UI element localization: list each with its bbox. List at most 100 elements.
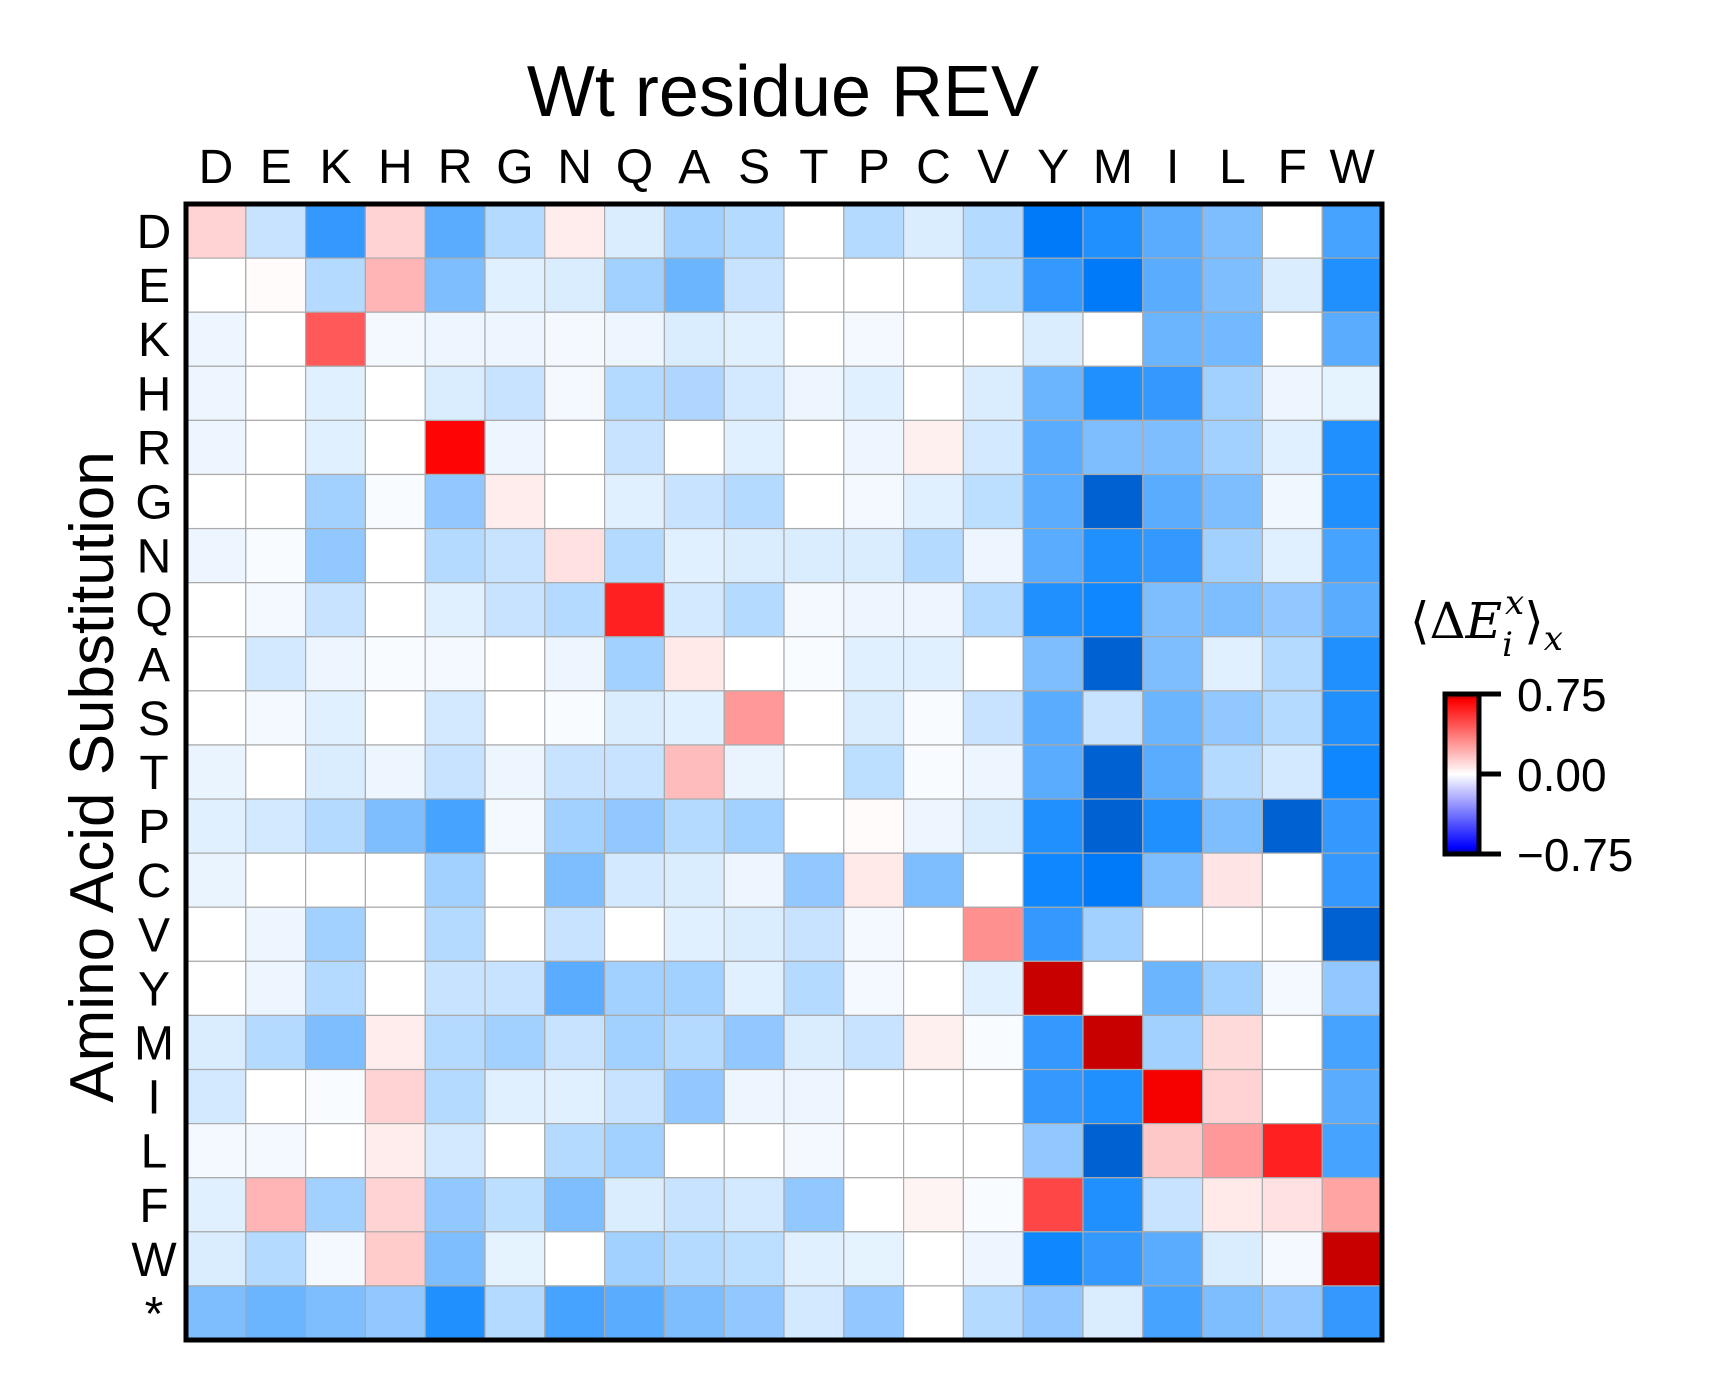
heatmap-cell bbox=[1201, 1123, 1263, 1179]
heatmap-cell bbox=[902, 582, 964, 638]
heatmap-cell bbox=[484, 852, 546, 908]
heatmap-cell bbox=[783, 527, 845, 584]
heatmap-cell bbox=[962, 690, 1024, 746]
heatmap-cell bbox=[723, 1068, 785, 1125]
heatmap-cell bbox=[544, 1014, 606, 1071]
heatmap-cell bbox=[1201, 1231, 1263, 1287]
heatmap-cell bbox=[544, 527, 606, 584]
heatmap-cell bbox=[1022, 852, 1084, 908]
heatmap-cell bbox=[1142, 1231, 1204, 1287]
heatmap-cell bbox=[1201, 473, 1263, 530]
heatmap-cell bbox=[1321, 852, 1383, 908]
heatmap-cell bbox=[1022, 365, 1084, 421]
heatmap-cell bbox=[1142, 690, 1204, 746]
heatmap-cell bbox=[723, 257, 785, 313]
heatmap-cell bbox=[364, 311, 426, 367]
heatmap-cell bbox=[843, 527, 905, 584]
heatmap-cell bbox=[723, 744, 785, 800]
heatmap-cell bbox=[1261, 852, 1323, 908]
heatmap-cell bbox=[424, 257, 486, 313]
heatmap-cell bbox=[1201, 906, 1263, 962]
x-tick-label: G bbox=[496, 141, 533, 194]
heatmap-cell bbox=[1142, 1014, 1204, 1071]
heatmap-cell bbox=[544, 1177, 606, 1233]
heatmap-cell bbox=[1261, 203, 1323, 259]
heatmap-cell bbox=[1082, 960, 1144, 1017]
x-tick-label: C bbox=[916, 141, 951, 194]
heatmap-cell bbox=[723, 527, 785, 584]
y-tick-label: P bbox=[138, 801, 170, 854]
heatmap-cell bbox=[902, 1014, 964, 1071]
heatmap-cell bbox=[364, 1014, 426, 1071]
heatmap-cell bbox=[843, 1285, 905, 1341]
heatmap-cell bbox=[902, 906, 964, 962]
heatmap-cell bbox=[245, 1123, 307, 1179]
heatmap-cell bbox=[663, 798, 725, 854]
heatmap-cell bbox=[245, 1014, 307, 1071]
heatmap-cell bbox=[484, 527, 546, 584]
y-tick-label: G bbox=[135, 477, 172, 530]
heatmap-cell bbox=[1201, 1177, 1263, 1233]
heatmap-cell bbox=[843, 1068, 905, 1125]
heatmap-cell bbox=[1082, 582, 1144, 638]
heatmap-cell bbox=[783, 1123, 845, 1179]
heatmap-cell bbox=[603, 906, 665, 962]
heatmap-cell bbox=[723, 852, 785, 908]
heatmap-cell bbox=[1142, 419, 1204, 476]
heatmap-cell bbox=[962, 1285, 1024, 1341]
heatmap-cell bbox=[544, 906, 606, 962]
heatmap-cell bbox=[1261, 798, 1323, 854]
y-tick-label: L bbox=[141, 1126, 168, 1179]
heatmap-cell bbox=[364, 527, 426, 584]
heatmap-cell bbox=[484, 582, 546, 638]
heatmap-cell bbox=[544, 960, 606, 1017]
heatmap-cell bbox=[1082, 419, 1144, 476]
heatmap-cell bbox=[1321, 1123, 1383, 1179]
heatmap-cell bbox=[962, 1123, 1024, 1179]
heatmap-cell bbox=[1321, 690, 1383, 746]
heatmap-cell bbox=[1082, 690, 1144, 746]
heatmap-cell bbox=[1201, 690, 1263, 746]
x-tick-label: W bbox=[1329, 141, 1375, 194]
heatmap-cell bbox=[902, 1285, 964, 1341]
heatmap-cell bbox=[783, 1285, 845, 1341]
heatmap-cell bbox=[962, 636, 1024, 692]
heatmap-cell bbox=[902, 365, 964, 421]
x-tick-label: I bbox=[1166, 141, 1179, 194]
heatmap-cell bbox=[305, 311, 367, 367]
heatmap-cell bbox=[603, 203, 665, 259]
heatmap-cell bbox=[424, 1123, 486, 1179]
colorbar-tick-label: −0.75 bbox=[1517, 829, 1633, 881]
heatmap-cell bbox=[1142, 636, 1204, 692]
colorbar-label: ⟨ΔEix⟩x bbox=[1410, 583, 1563, 665]
y-tick-label: F bbox=[139, 1180, 168, 1233]
heatmap-cell bbox=[1082, 1285, 1144, 1341]
heatmap-cell bbox=[1022, 257, 1084, 313]
heatmap-cell bbox=[843, 798, 905, 854]
heatmap-cell bbox=[663, 1014, 725, 1071]
heatmap-cell bbox=[1082, 365, 1144, 421]
heatmap-cell bbox=[1321, 527, 1383, 584]
x-tick-label: Y bbox=[1037, 141, 1069, 194]
heatmap-cell bbox=[185, 527, 247, 584]
heatmap-cell bbox=[843, 1231, 905, 1287]
heatmap-cell bbox=[245, 311, 307, 367]
heatmap-cell bbox=[723, 798, 785, 854]
heatmap-cell bbox=[1142, 798, 1204, 854]
heatmap-cell bbox=[245, 257, 307, 313]
heatmap-cell bbox=[484, 906, 546, 962]
heatmap-cell bbox=[1082, 744, 1144, 800]
heatmap-cell bbox=[544, 257, 606, 313]
x-tick-label: F bbox=[1278, 141, 1307, 194]
x-tick-label: V bbox=[977, 141, 1009, 194]
heatmap-cell bbox=[902, 1177, 964, 1233]
heatmap-cell bbox=[1082, 852, 1144, 908]
heatmap-cell bbox=[902, 960, 964, 1017]
heatmap-cell bbox=[1321, 744, 1383, 800]
heatmap-cell bbox=[1321, 636, 1383, 692]
heatmap-cell bbox=[783, 1068, 845, 1125]
y-tick-label: S bbox=[138, 693, 170, 746]
heatmap-cell bbox=[663, 1231, 725, 1287]
x-tick-label: E bbox=[260, 141, 292, 194]
heatmap-cell bbox=[1082, 906, 1144, 962]
